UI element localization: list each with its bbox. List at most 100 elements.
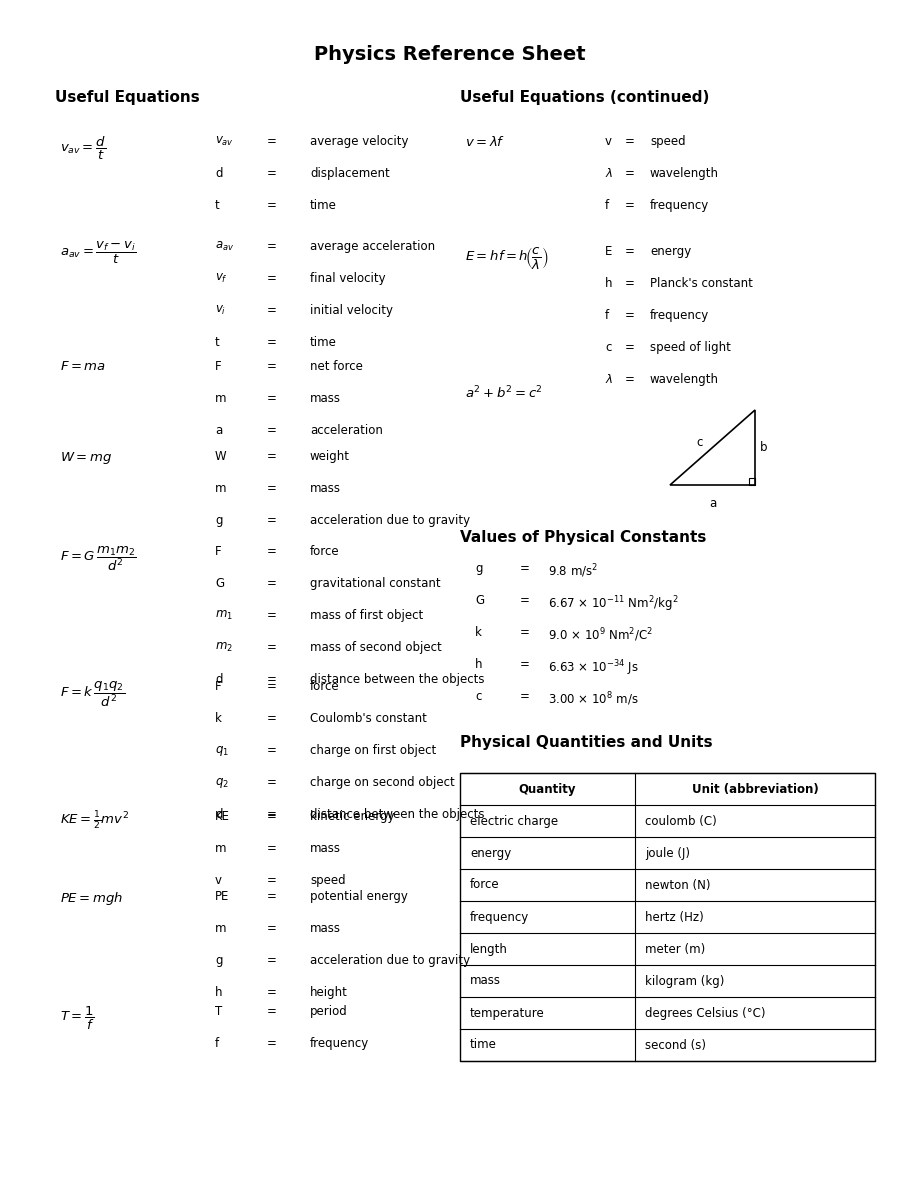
Text: =: = xyxy=(267,673,277,686)
Text: c: c xyxy=(696,436,703,449)
Text: =: = xyxy=(267,712,277,725)
Text: =: = xyxy=(267,304,277,317)
Text: W: W xyxy=(215,450,227,463)
Text: m: m xyxy=(215,842,227,854)
Text: speed: speed xyxy=(650,134,686,148)
Text: $m_1$: $m_1$ xyxy=(215,608,233,622)
Text: E: E xyxy=(605,245,612,258)
Text: T: T xyxy=(215,1006,222,1018)
Text: Quantity: Quantity xyxy=(518,782,576,796)
Text: b: b xyxy=(760,440,768,454)
Text: time: time xyxy=(470,1038,497,1051)
Text: h: h xyxy=(475,658,482,671)
Text: k: k xyxy=(475,626,482,638)
Text: g: g xyxy=(475,562,482,575)
Text: =: = xyxy=(267,514,277,527)
Text: $q_1$: $q_1$ xyxy=(215,744,229,758)
Text: average acceleration: average acceleration xyxy=(310,240,435,253)
Text: Values of Physical Constants: Values of Physical Constants xyxy=(460,530,706,545)
Text: kilogram (kg): kilogram (kg) xyxy=(645,974,724,988)
Text: frequency: frequency xyxy=(650,199,709,212)
Text: h: h xyxy=(215,986,222,998)
Text: =: = xyxy=(267,986,277,998)
Text: mass of second object: mass of second object xyxy=(310,641,442,654)
Text: $W = mg$: $W = mg$ xyxy=(60,450,112,466)
Text: =: = xyxy=(267,842,277,854)
Text: potential energy: potential energy xyxy=(310,890,408,902)
Text: acceleration due to gravity: acceleration due to gravity xyxy=(310,514,470,527)
Text: =: = xyxy=(267,272,277,286)
Text: acceleration due to gravity: acceleration due to gravity xyxy=(310,954,470,967)
Text: =: = xyxy=(520,626,530,638)
Text: force: force xyxy=(310,680,339,692)
Text: final velocity: final velocity xyxy=(310,272,385,286)
Text: force: force xyxy=(470,878,500,892)
Text: acceleration: acceleration xyxy=(310,424,382,437)
Text: =: = xyxy=(267,744,277,757)
Text: =: = xyxy=(625,199,634,212)
Text: a: a xyxy=(215,424,222,437)
Text: d: d xyxy=(215,167,222,180)
Text: distance between the objects: distance between the objects xyxy=(310,673,484,686)
Text: =: = xyxy=(267,545,277,558)
Text: frequency: frequency xyxy=(650,308,709,322)
Text: $v = \lambda f$: $v = \lambda f$ xyxy=(465,134,505,149)
Text: =: = xyxy=(267,641,277,654)
Text: newton (N): newton (N) xyxy=(645,878,710,892)
Text: mass: mass xyxy=(310,842,341,854)
Text: degrees Celsius (°C): degrees Celsius (°C) xyxy=(645,1007,766,1020)
Text: height: height xyxy=(310,986,348,998)
Text: =: = xyxy=(267,810,277,823)
Text: f: f xyxy=(605,308,609,322)
Text: =: = xyxy=(267,1006,277,1018)
FancyBboxPatch shape xyxy=(460,773,875,1061)
Text: $F = ma$: $F = ma$ xyxy=(60,360,106,373)
Text: F: F xyxy=(215,545,221,558)
Text: energy: energy xyxy=(470,846,511,859)
Text: =: = xyxy=(267,450,277,463)
Text: =: = xyxy=(267,954,277,967)
Text: temperature: temperature xyxy=(470,1007,544,1020)
Text: =: = xyxy=(267,336,277,349)
Text: Useful Equations: Useful Equations xyxy=(55,90,200,104)
Text: =: = xyxy=(267,922,277,935)
Text: =: = xyxy=(267,890,277,902)
Text: =: = xyxy=(520,562,530,575)
Text: wavelength: wavelength xyxy=(650,373,719,386)
Text: f: f xyxy=(605,199,609,212)
Text: c: c xyxy=(475,690,482,703)
Text: length: length xyxy=(470,942,508,955)
Text: weight: weight xyxy=(310,450,350,463)
Text: PE: PE xyxy=(215,890,230,902)
Text: Physics Reference Sheet: Physics Reference Sheet xyxy=(314,44,586,64)
Text: =: = xyxy=(267,680,277,692)
Text: distance between the objects: distance between the objects xyxy=(310,808,484,821)
Text: $\lambda$: $\lambda$ xyxy=(605,167,613,180)
Text: =: = xyxy=(625,341,634,354)
Text: 9.0 $\times$ 10$^9$ Nm$^2$/C$^2$: 9.0 $\times$ 10$^9$ Nm$^2$/C$^2$ xyxy=(548,626,653,643)
Text: $PE = mgh$: $PE = mgh$ xyxy=(60,890,123,907)
Text: Unit (abbreviation): Unit (abbreviation) xyxy=(691,782,818,796)
Text: $v_{av}=\dfrac{d}{t}$: $v_{av}=\dfrac{d}{t}$ xyxy=(60,134,106,162)
Text: $KE = \frac{1}{2}mv^2$: $KE = \frac{1}{2}mv^2$ xyxy=(60,810,129,832)
Text: =: = xyxy=(267,577,277,590)
Text: v: v xyxy=(215,874,222,887)
Text: electric charge: electric charge xyxy=(470,815,558,828)
Text: joule (J): joule (J) xyxy=(645,846,690,859)
Text: frequency: frequency xyxy=(310,1037,369,1050)
Text: g: g xyxy=(215,514,222,527)
Text: mass: mass xyxy=(310,482,341,494)
Text: =: = xyxy=(267,424,277,437)
Text: second (s): second (s) xyxy=(645,1038,706,1051)
Text: =: = xyxy=(267,167,277,180)
Text: v: v xyxy=(605,134,612,148)
Text: kinetic energy: kinetic energy xyxy=(310,810,394,823)
Text: F: F xyxy=(215,680,221,692)
Text: d: d xyxy=(215,673,222,686)
Text: h: h xyxy=(605,277,613,290)
Text: mass: mass xyxy=(310,392,341,404)
Text: d: d xyxy=(215,808,222,821)
Text: =: = xyxy=(267,874,277,887)
Text: t: t xyxy=(215,336,220,349)
Text: 9.8 m/s$^2$: 9.8 m/s$^2$ xyxy=(548,562,599,580)
